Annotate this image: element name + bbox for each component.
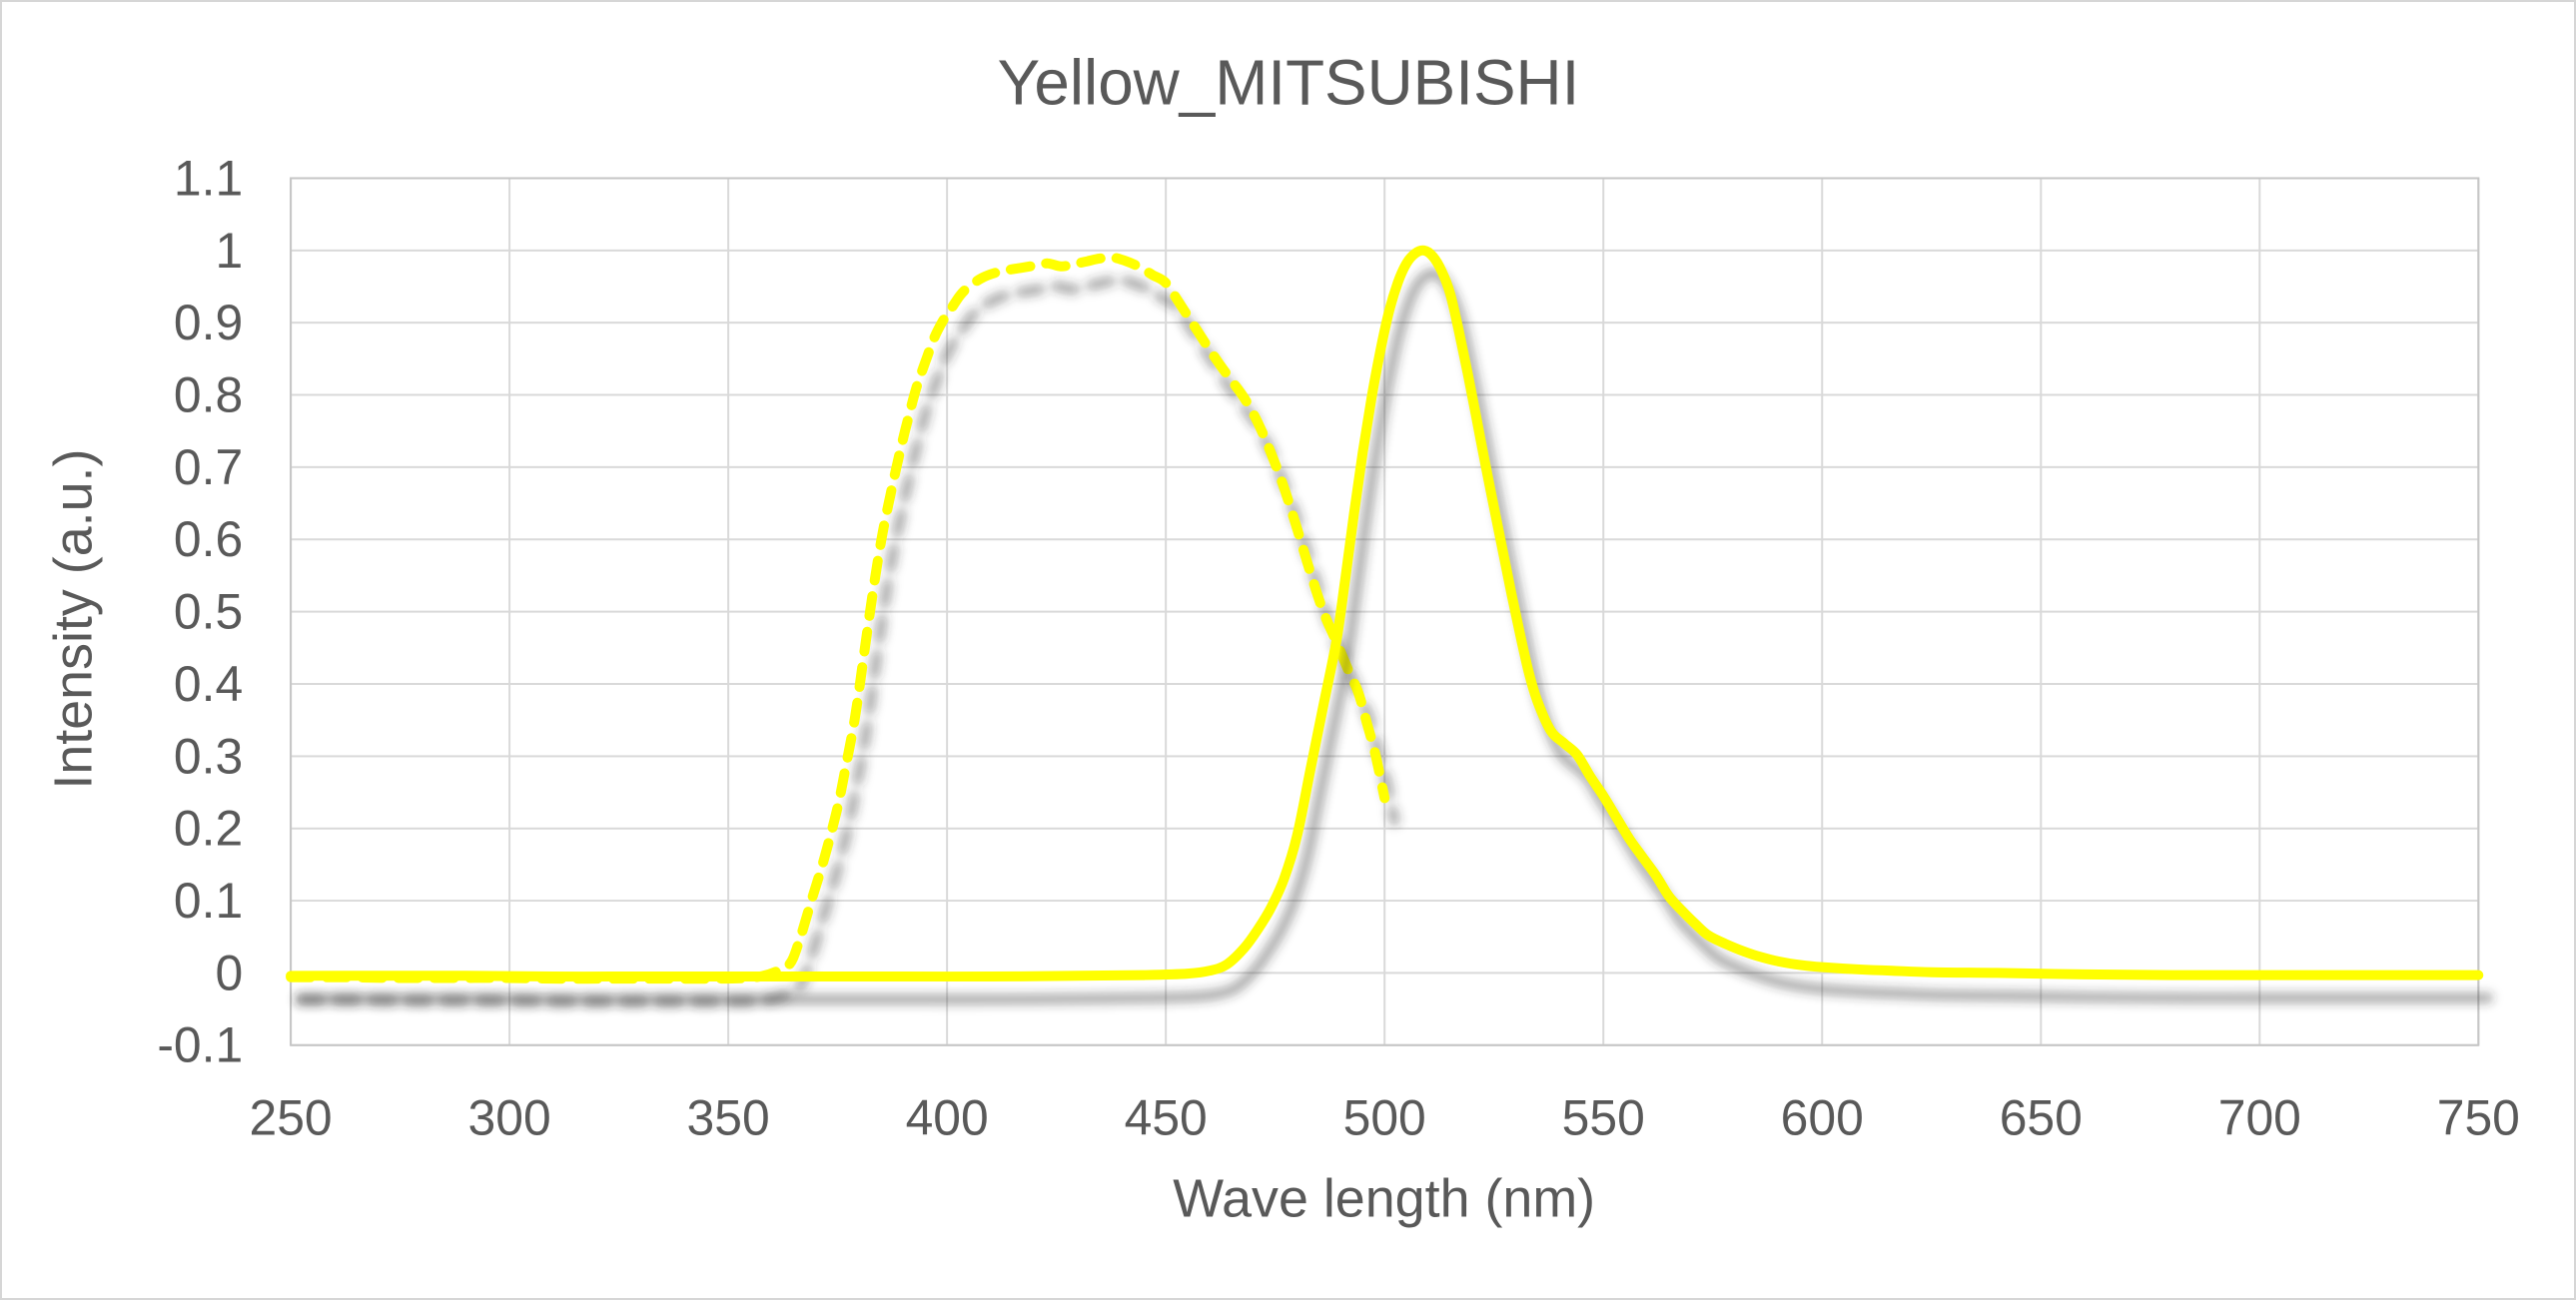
tick-labels: -0.1 0 0.1 0.2 0.3 0.4 0.5 0.6 0.7 0.8 0.9 1 1.1 250 3… xyxy=(157,150,2520,1145)
y-tick-label: 0.4 xyxy=(174,656,243,712)
x-tick-label: 650 xyxy=(2000,1090,2083,1146)
x-tick-label: 600 xyxy=(1781,1090,1864,1146)
y-axis-title: Intensity (a.u.) xyxy=(44,449,104,790)
x-tick-label: 700 xyxy=(2218,1090,2301,1146)
x-axis-title: Wave length (nm) xyxy=(1173,1168,1595,1228)
y-tick-label: 0.7 xyxy=(174,439,243,495)
y-tick-label: 0 xyxy=(216,945,244,1000)
y-tick-label: 0.3 xyxy=(174,728,243,784)
y-tick-label: 1.1 xyxy=(174,150,243,206)
plot-area-border xyxy=(290,177,2480,1046)
chart-title: Yellow_MITSUBISHI xyxy=(998,47,1580,119)
x-tick-label: 300 xyxy=(468,1090,551,1146)
y-tick-label: 0.8 xyxy=(174,366,243,422)
x-tick-label: 250 xyxy=(250,1090,333,1146)
series-lines xyxy=(286,245,2494,1007)
emission-spectrum-shadow xyxy=(296,268,2494,1004)
y-tick-label: 0.1 xyxy=(174,873,243,929)
x-tick-label: 750 xyxy=(2437,1090,2520,1146)
y-tick-label: 0.2 xyxy=(174,801,243,857)
y-tick-label: 1 xyxy=(216,223,244,279)
y-tick-label: 0.5 xyxy=(174,584,243,640)
excitation-spectrum-shadow xyxy=(296,275,1400,1007)
y-tick-label: -0.1 xyxy=(157,1017,243,1073)
emission-spectrum-line xyxy=(286,245,2484,982)
x-tick-label: 550 xyxy=(1562,1090,1645,1146)
x-tick-label: 400 xyxy=(906,1090,989,1146)
y-tick-label: 0.6 xyxy=(174,511,243,567)
gridlines xyxy=(290,177,2480,1046)
x-tick-label: 450 xyxy=(1125,1090,1208,1146)
x-tick-label: 350 xyxy=(687,1090,770,1146)
y-tick-label: 0.9 xyxy=(174,295,243,350)
x-tick-label: 500 xyxy=(1343,1090,1426,1146)
